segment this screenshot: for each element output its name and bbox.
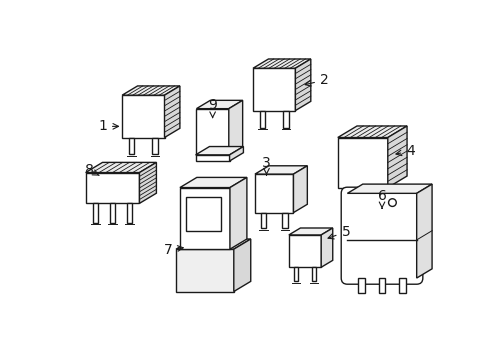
Polygon shape [196,147,244,155]
Text: 3: 3 [262,156,271,175]
Polygon shape [253,59,311,68]
Bar [376,188,382,207]
Bar [338,138,388,188]
Bar [255,174,294,213]
Text: 5: 5 [328,225,350,239]
Polygon shape [230,177,247,249]
Polygon shape [321,228,333,267]
Text: 8: 8 [85,163,99,177]
Polygon shape [294,166,307,213]
Text: 7: 7 [164,243,183,257]
Bar [282,213,288,228]
Polygon shape [338,126,407,138]
Polygon shape [122,86,180,95]
Bar [129,138,134,154]
Polygon shape [255,166,307,174]
Bar [86,172,140,203]
Bar [312,267,317,281]
Bar [294,267,298,281]
Bar [93,203,98,222]
Bar [127,203,132,222]
Polygon shape [176,239,251,249]
Bar [176,249,234,292]
Polygon shape [165,86,180,138]
Text: 4: 4 [396,144,415,158]
Polygon shape [295,59,311,111]
Polygon shape [234,239,251,292]
Bar [180,188,230,249]
Text: 6: 6 [378,189,387,208]
Polygon shape [140,162,156,203]
Polygon shape [388,126,407,188]
Bar [196,155,229,161]
Polygon shape [229,147,244,161]
Bar [379,278,386,293]
Bar [253,68,295,111]
Bar [360,188,366,207]
Text: 2: 2 [305,73,329,87]
Text: 9: 9 [208,98,217,118]
FancyBboxPatch shape [341,187,423,284]
Bar [343,188,350,207]
Bar [152,138,158,154]
Polygon shape [196,100,243,109]
Text: 1: 1 [98,120,119,133]
Bar [358,278,365,293]
Bar [289,235,321,267]
Bar [260,111,265,127]
Bar [283,111,289,127]
Polygon shape [86,162,156,172]
Bar [399,278,406,293]
Polygon shape [229,100,243,155]
Polygon shape [289,228,333,235]
Bar [110,203,115,222]
Polygon shape [347,184,432,193]
Bar [196,109,229,155]
Bar [122,95,165,138]
Bar [186,197,221,231]
Polygon shape [180,177,247,188]
Polygon shape [416,184,432,278]
Bar [261,213,266,228]
